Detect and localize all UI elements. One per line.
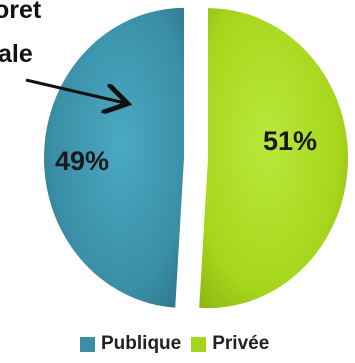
pie-slice-privee — [199, 8, 348, 309]
legend: Publique Privée — [80, 333, 279, 355]
legend-swatch-privee — [191, 336, 207, 352]
legend-item-privee: Privée — [191, 333, 269, 355]
pie-slice-publique — [44, 7, 185, 308]
legend-label-privee: Privée — [212, 333, 270, 354]
legend-item-publique: Publique — [80, 333, 181, 355]
slice-label-privee: 51% — [263, 126, 317, 156]
title-line-2: ale — [0, 40, 33, 68]
legend-swatch-publique — [80, 336, 95, 352]
annotation-arrow — [25, 78, 125, 103]
slice-label-publique: 49% — [55, 146, 109, 176]
title-line-1: oret — [0, 0, 42, 24]
legend-label-publique: Publique — [101, 333, 182, 354]
